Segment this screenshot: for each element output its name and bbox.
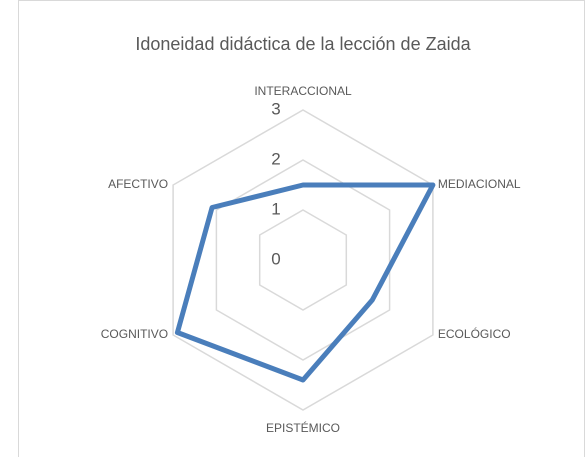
r-tick-label: 0: [271, 249, 280, 268]
category-label: ECOLÓGICO: [438, 326, 511, 341]
category-label: EPISTÉMICO: [266, 420, 340, 435]
r-tick-label: 3: [271, 99, 280, 118]
chart-border: [18, 0, 585, 457]
grid-ring: [215, 159, 391, 361]
category-label: AFECTIVO: [108, 177, 168, 191]
category-label: INTERACCIONAL: [254, 84, 352, 98]
category-label: COGNITIVO: [101, 327, 168, 341]
category-label: MEDIACIONAL: [438, 177, 521, 191]
series-line: [174, 182, 436, 383]
chart-title: Idoneidad didáctica de la lección de Zai…: [135, 34, 471, 54]
r-tick-label: 2: [271, 149, 280, 168]
grid-ring: [258, 209, 348, 311]
r-tick-label: 1: [271, 199, 280, 218]
